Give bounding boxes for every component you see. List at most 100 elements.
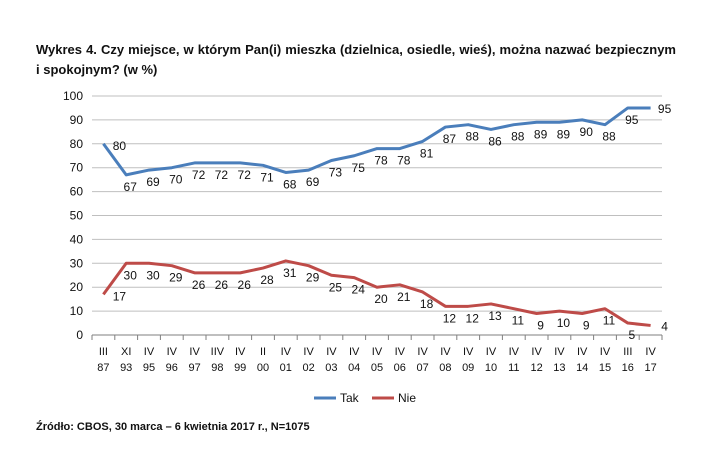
x-tick-label: 08 [439, 362, 451, 374]
data-label: 67 [124, 180, 138, 194]
x-tick-label: IV [509, 346, 520, 358]
data-label: 30 [146, 268, 160, 282]
x-tick-label: IV [349, 346, 360, 358]
x-tick-label: IV [645, 346, 656, 358]
data-label: 70 [169, 173, 183, 187]
x-tick-label: 03 [325, 362, 337, 374]
y-tick-label: 60 [70, 185, 84, 199]
data-label: 78 [397, 154, 411, 168]
data-label: 25 [329, 280, 343, 294]
x-tick-label: 97 [188, 362, 200, 374]
series-line-nie [102, 259, 651, 327]
x-tick-label: 99 [234, 362, 246, 374]
legend-label: Nie [398, 391, 416, 405]
data-label: 26 [238, 278, 252, 292]
data-label: 11 [512, 314, 525, 328]
x-tick-label: 17 [644, 362, 656, 374]
x-tick-label: 07 [416, 362, 428, 374]
y-tick-label: 30 [70, 256, 84, 270]
y-tick-label: 20 [70, 280, 84, 294]
data-label: 29 [306, 271, 320, 285]
x-tick-label: 05 [371, 362, 383, 374]
x-tick-label: XI [121, 346, 131, 358]
data-label: 21 [397, 290, 411, 304]
data-label: 13 [488, 309, 502, 323]
legend-label: Tak [340, 391, 360, 405]
data-label: 72 [215, 168, 229, 182]
data-label: 89 [534, 127, 548, 141]
data-label: 28 [260, 273, 274, 287]
data-label: 5 [628, 328, 635, 342]
y-tick-label: 40 [70, 232, 84, 246]
x-tick-label: IV [326, 346, 337, 358]
data-label: 18 [420, 297, 434, 311]
data-label: 88 [602, 130, 616, 144]
data-label: 11 [603, 314, 616, 328]
data-label: 87 [443, 132, 457, 146]
x-tick-label: 13 [553, 362, 565, 374]
x-axis: III 87 XI 93 IV 95 IV 96 IV 97 IIV 98 IV 99 II 00 IV 01 IV… [91, 334, 663, 374]
x-tick-label: IV [144, 346, 155, 358]
x-tick-label: III [99, 346, 108, 358]
y-tick-label: 50 [70, 209, 84, 223]
x-tick-label: 12 [530, 362, 542, 374]
x-tick-label: 93 [120, 362, 132, 374]
x-tick-label: IV [417, 346, 428, 358]
data-label: 17 [113, 289, 127, 303]
x-tick-label: 16 [622, 362, 634, 374]
x-tick-label: 87 [97, 362, 109, 374]
x-tick-label: IV [600, 346, 611, 358]
data-label: 69 [146, 175, 160, 189]
x-tick-label: 11 [508, 362, 519, 374]
x-tick-label: IV [281, 346, 292, 358]
data-label: 12 [443, 311, 457, 325]
x-tick-label: 95 [143, 362, 155, 374]
x-tick-label: IV [486, 346, 497, 358]
y-tick-label: 0 [76, 328, 83, 342]
x-tick-label: IV [554, 346, 565, 358]
data-label: 75 [352, 161, 366, 175]
data-label: 9 [537, 318, 544, 332]
x-tick-label: 02 [302, 362, 314, 374]
data-label: 12 [466, 311, 480, 325]
x-tick-label: IV [303, 346, 314, 358]
series-line-tak [102, 106, 651, 177]
y-tick-label: 100 [63, 89, 83, 103]
chart-title: Wykres 4. Czy miejsce, w którym Pan(i) m… [36, 42, 676, 77]
data-label: 88 [466, 130, 480, 144]
x-tick-label: IV [531, 346, 542, 358]
data-label: 95 [658, 102, 672, 116]
x-tick-label: 14 [576, 362, 588, 374]
x-tick-label: IV [395, 346, 406, 358]
x-tick-label: 96 [166, 362, 178, 374]
x-tick-label: III [623, 346, 632, 358]
data-label: 24 [352, 283, 366, 297]
data-label: 88 [511, 130, 525, 144]
data-label: 30 [124, 268, 138, 282]
data-label: 90 [580, 125, 594, 139]
data-label: 26 [215, 278, 229, 292]
data-label: 89 [557, 127, 571, 141]
x-tick-label: IV [463, 346, 474, 358]
source-note: Źródło: CBOS, 30 marca – 6 kwietnia 2017… [36, 421, 310, 433]
data-label: 31 [283, 266, 297, 280]
data-label: 80 [113, 139, 127, 153]
x-tick-label: 00 [257, 362, 269, 374]
data-label: 26 [192, 278, 206, 292]
data-label: 86 [488, 134, 502, 148]
data-label: 4 [661, 319, 668, 333]
x-tick-label: IV [372, 346, 383, 358]
data-label: 72 [192, 168, 206, 182]
x-tick-label: 10 [485, 362, 497, 374]
y-tick-label: 10 [70, 304, 84, 318]
data-label: 68 [283, 177, 297, 191]
x-tick-label: 06 [394, 362, 406, 374]
x-tick-label: IIV [211, 346, 225, 358]
x-tick-label: II [260, 346, 266, 358]
x-tick-label: 15 [599, 362, 611, 374]
y-tick-label: 70 [70, 161, 84, 175]
series-lines [102, 106, 651, 327]
data-label: 20 [374, 292, 388, 306]
x-tick-label: IV [577, 346, 588, 358]
